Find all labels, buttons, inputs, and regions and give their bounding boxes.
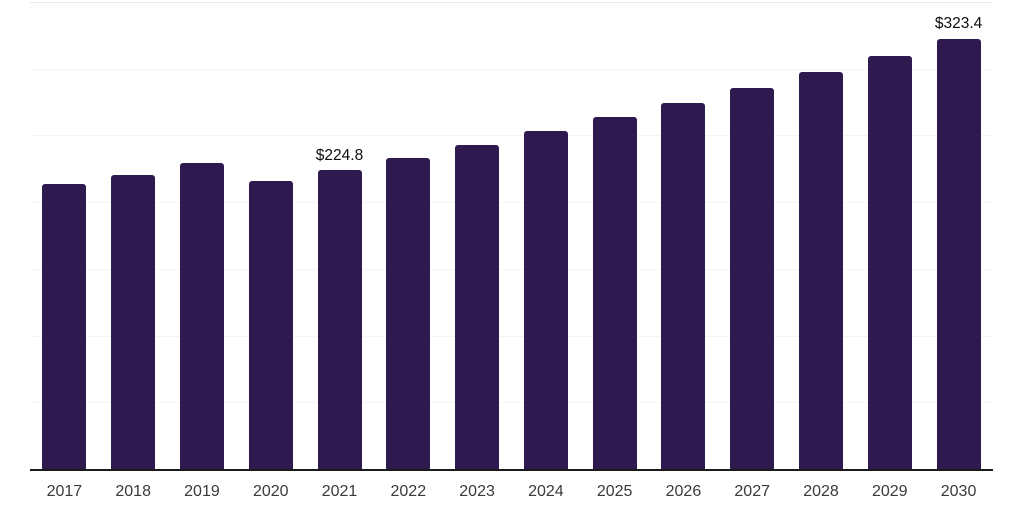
x-tick-label-2028: 2028 [803, 483, 839, 500]
bar-slot-2021: $224.8 [305, 3, 374, 470]
x-tick-label-2029: 2029 [871, 483, 908, 500]
bar-slot-2018 [99, 3, 168, 470]
x-axis: 2017 2018 2019 2020 2021 2022 2023 2024 2025 2026… [30, 470, 993, 500]
bars: $224.8 $323.4 [30, 3, 993, 470]
gridline-300 [30, 68, 993, 70]
bar-slot-2027 [718, 3, 787, 470]
bar-slot-2026 [649, 3, 718, 470]
x-tick-label-2021: 2021 [321, 483, 358, 500]
plot-area: $224.8 $323.4 [30, 2, 993, 471]
bar-value-label-2021: $224.8 [315, 146, 364, 164]
x-tick-label-2023: 2023 [459, 483, 495, 500]
x-tick-label-2030: 2030 [940, 483, 977, 500]
bar-2019[interactable] [179, 162, 224, 470]
bar-2029[interactable] [867, 55, 912, 470]
bar-slot-2025 [580, 3, 649, 470]
gridline-50 [30, 402, 993, 404]
bar-2022[interactable] [386, 157, 431, 470]
x-tick-label-2027: 2027 [734, 483, 770, 500]
bar-2030[interactable] [936, 38, 981, 470]
bar-value-label-2030: $323.4 [934, 15, 983, 32]
bar-2021[interactable] [317, 170, 362, 470]
x-tick-label-2026: 2026 [665, 483, 702, 500]
x-tick-label-2022: 2022 [390, 483, 427, 500]
bar-slot-2030: $323.4 [924, 3, 993, 470]
bar-slot-2017 [30, 3, 99, 470]
bar-2025[interactable] [592, 117, 637, 470]
bar-2018[interactable] [111, 174, 156, 470]
x-tick-label-2018: 2018 [115, 483, 151, 500]
bar-2028[interactable] [798, 72, 843, 470]
bar-slot-2028 [787, 3, 856, 470]
gridline-150 [30, 268, 993, 270]
gridline-200 [30, 202, 993, 204]
x-tick-label-2017: 2017 [46, 483, 83, 500]
bar-2017[interactable] [42, 184, 87, 470]
x-tick-label-2025: 2025 [596, 483, 633, 500]
bar-2023[interactable] [455, 144, 500, 470]
bar-slot-2023 [443, 3, 512, 470]
x-tick-label-2019: 2019 [184, 483, 220, 500]
bar-2020[interactable] [248, 181, 293, 470]
gridline-100 [30, 335, 993, 337]
bar-slot-2019 [168, 3, 237, 470]
bar-slot-2029 [855, 3, 924, 470]
bar-slot-2020 [236, 3, 305, 470]
x-axis-line [30, 469, 993, 471]
bar-slot-2022 [374, 3, 443, 470]
bar-2027[interactable] [730, 87, 775, 470]
bar-2026[interactable] [661, 102, 706, 470]
gridline-250 [30, 135, 993, 137]
x-tick-label-2020: 2020 [252, 483, 289, 500]
bar-2024[interactable] [523, 131, 568, 470]
x-tick-label-2024: 2024 [528, 483, 564, 500]
bar-slot-2024 [511, 3, 580, 470]
